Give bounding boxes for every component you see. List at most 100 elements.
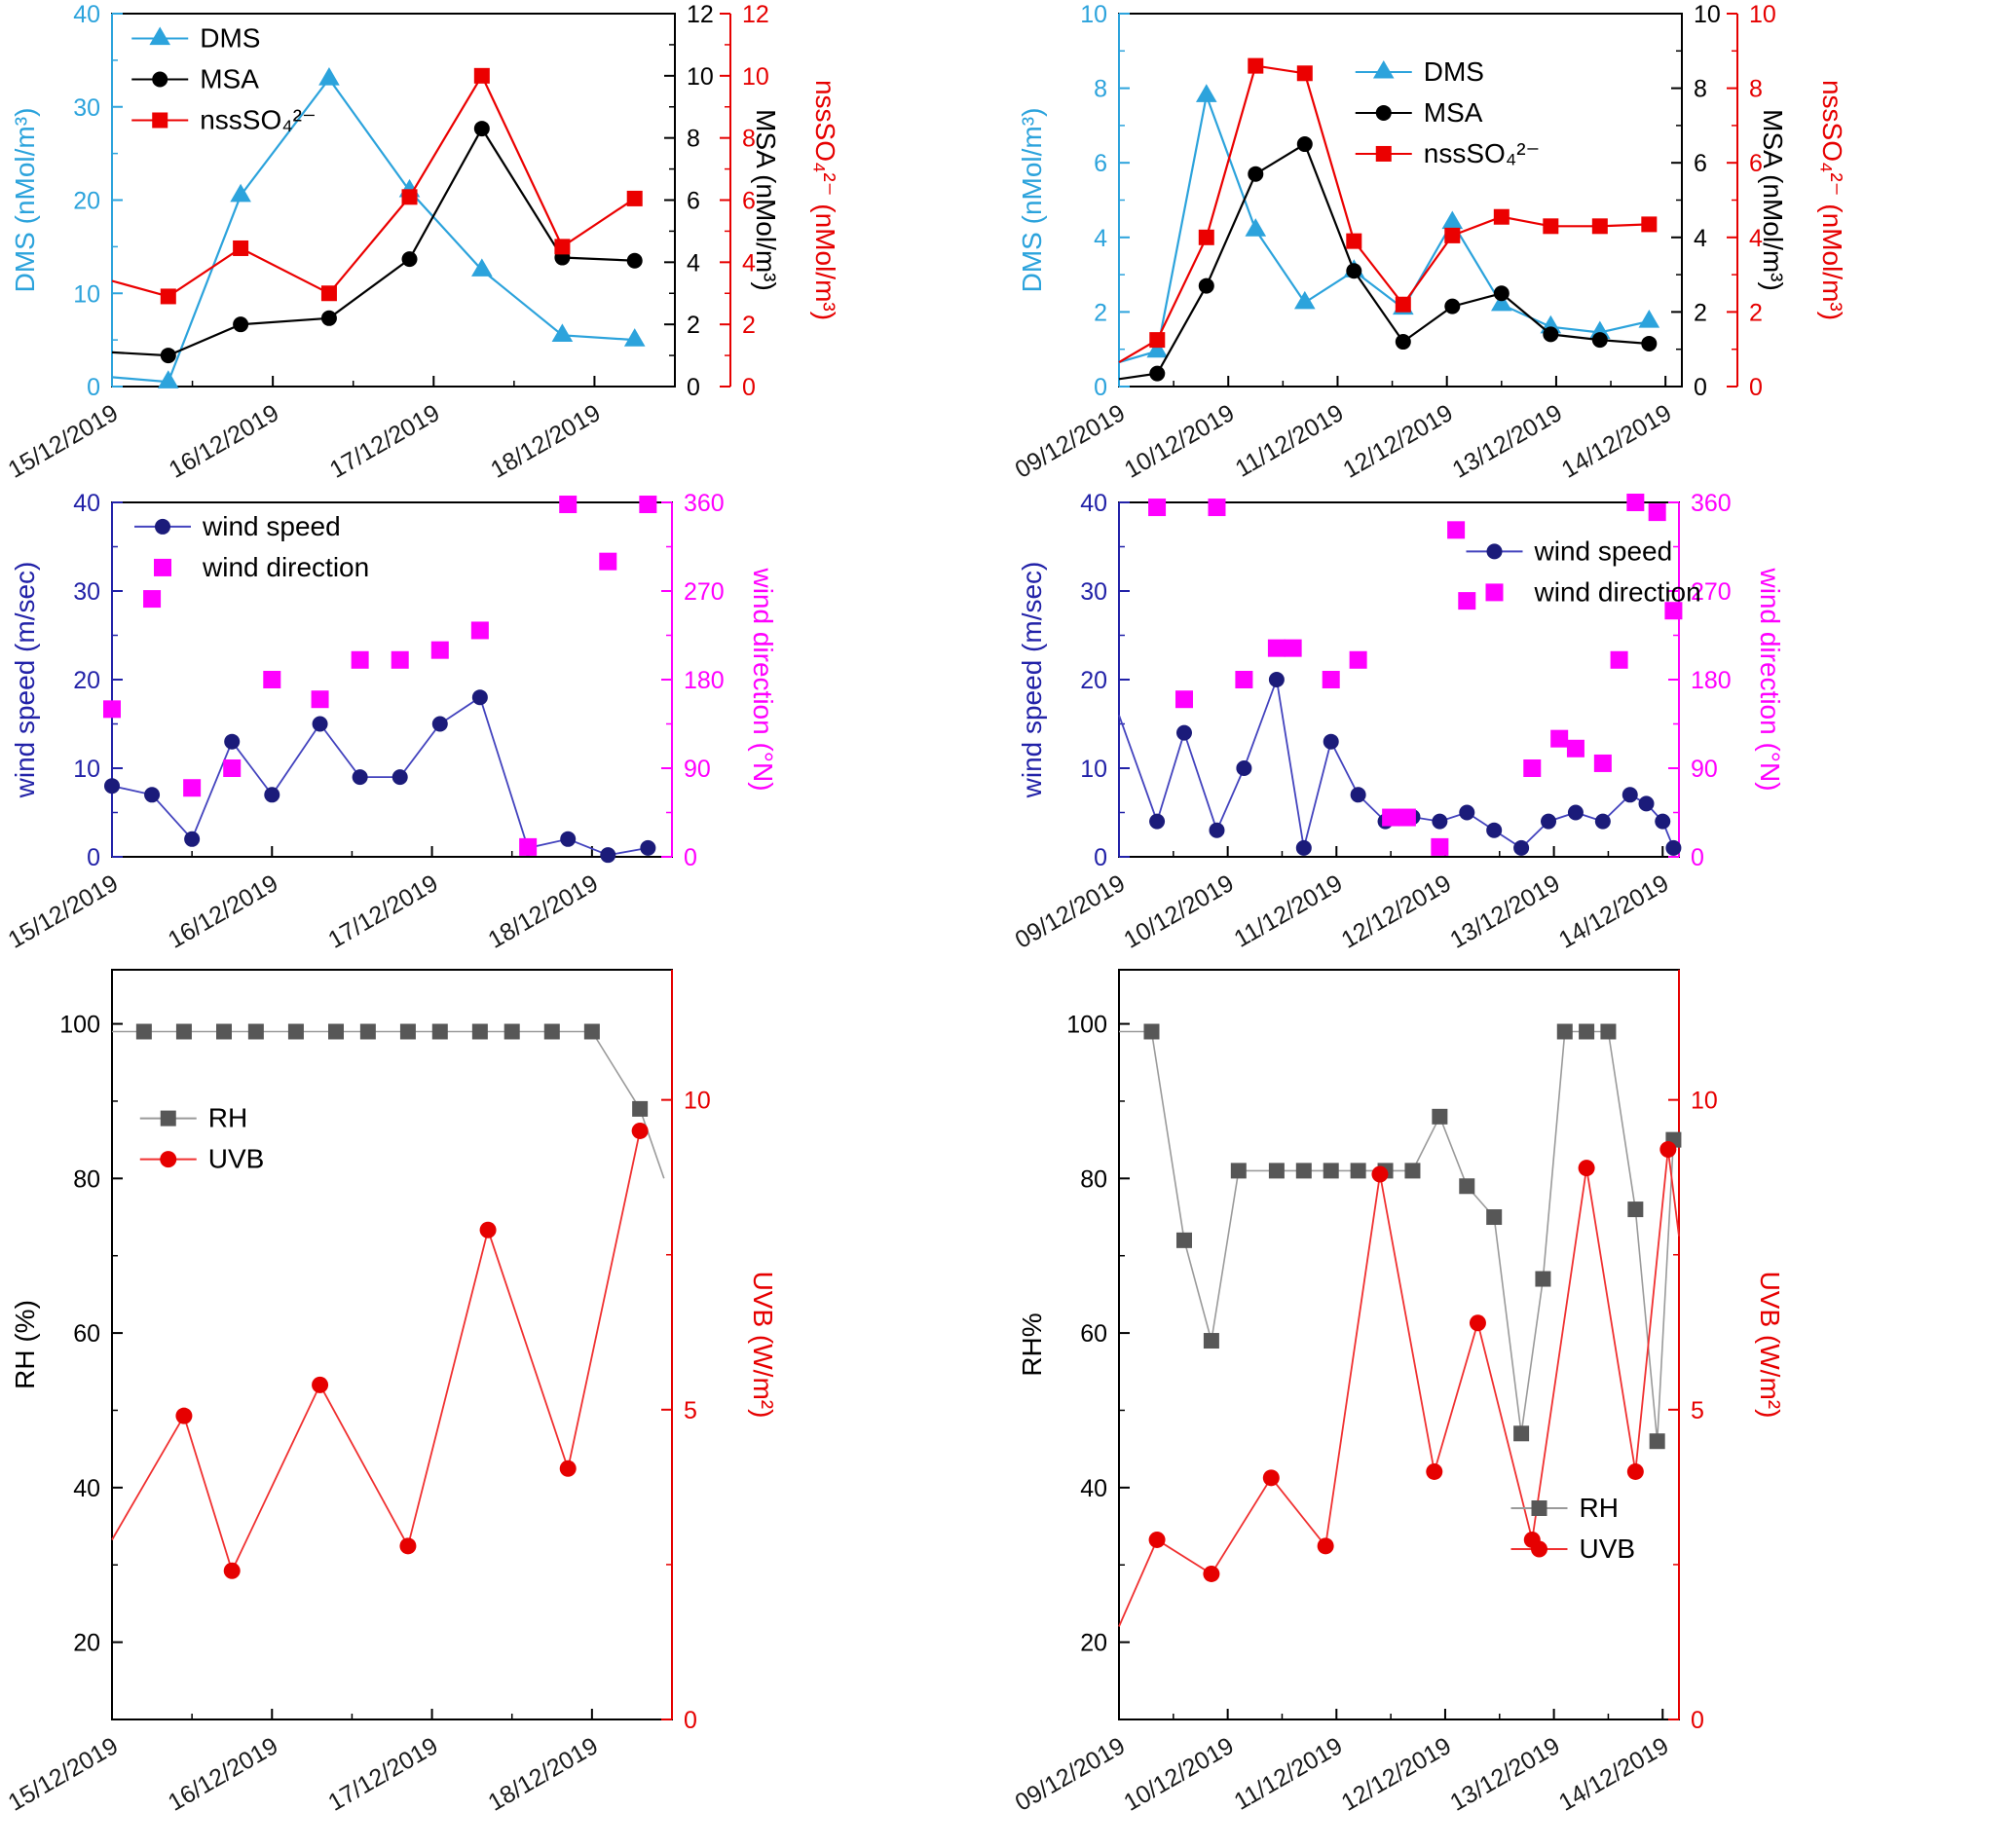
data-point: [184, 831, 201, 847]
y-tick-label: 10: [684, 1088, 711, 1115]
legend-label-wind-direction: wind direction: [202, 552, 369, 582]
data-point: [1149, 365, 1166, 382]
y-tick-label: 0: [742, 374, 756, 401]
y-axis-left: 0 10 20 30 40 wind speed (m/sec): [10, 490, 123, 871]
data-point: [1372, 59, 1395, 79]
y-tick-label: 2: [687, 312, 700, 339]
data-point: [1648, 503, 1666, 522]
x-tick-label: 17/12/2019: [325, 399, 444, 484]
data-point: [1371, 1165, 1389, 1183]
x-axis: 09/12/201910/12/201911/12/201912/12/2019…: [1011, 1709, 1673, 1817]
y-tick-label: 80: [73, 1165, 100, 1193]
y-tick-label: 10: [742, 63, 769, 91]
x-tick-label: 10/12/2019: [1119, 1732, 1238, 1817]
y-tick-label: 270: [684, 578, 725, 606]
data-point: [264, 787, 280, 803]
series-dms: [1118, 84, 1660, 364]
data-point: [1664, 602, 1683, 620]
legend-label-dms: DMS: [1424, 56, 1484, 87]
data-point: [473, 121, 490, 137]
data-point: [1432, 1108, 1448, 1125]
data-point: [1195, 84, 1217, 102]
y-axis-left: 20 40 60 80 100 RH%: [1017, 970, 1130, 1719]
x-tick-label: 15/12/2019: [4, 1732, 123, 1817]
data-point: [230, 183, 251, 203]
data-point: [311, 690, 329, 709]
data-point: [1432, 813, 1448, 830]
y-tick-label: 2: [1694, 299, 1707, 326]
y-axis-left: 20 40 60 80 100 RH (%): [10, 970, 123, 1719]
legend: wind speed wind direction: [134, 511, 369, 582]
y-tick-label: 60: [73, 1320, 100, 1348]
data-point: [471, 1023, 488, 1040]
data-point: [1322, 671, 1340, 688]
data-point: [224, 733, 241, 750]
data-point: [551, 323, 574, 342]
y-axis-right: 0 90 180 270 360 wind direction (°N): [661, 490, 778, 871]
y-axis-right-label: wind direction (°N): [748, 567, 778, 791]
data-point: [1350, 787, 1366, 803]
data-point: [1296, 136, 1313, 153]
legend: DMS MSA nssSO₄²⁻: [131, 22, 317, 134]
data-point: [554, 239, 571, 255]
data-point: [479, 1221, 497, 1238]
y-axis-right: 0 2 4 6 8 10 MSA (nMol/m³): [1671, 1, 1788, 401]
data-point: [160, 1110, 176, 1127]
legend: DMS MSA nssSO₄²⁻: [1355, 56, 1540, 168]
y-tick-label: 0: [687, 374, 700, 401]
data-point: [1459, 1178, 1475, 1195]
y-axis-right2: 0 2 4 6 8 10 nssSO₄²⁻ (nMol/m³): [1727, 1, 1847, 401]
x-tick-label: 18/12/2019: [486, 399, 605, 484]
data-point: [1236, 760, 1252, 776]
data-point: [149, 26, 171, 46]
data-point: [1198, 229, 1214, 245]
series-nssso: [1118, 57, 1658, 364]
data-point: [1295, 1163, 1312, 1179]
data-point: [1146, 339, 1169, 358]
data-point: [155, 518, 170, 535]
series-wind-speed: [104, 689, 656, 864]
y-tick-label: 40: [1080, 490, 1107, 517]
data-point: [1447, 521, 1466, 539]
x-tick-label: 09/12/2019: [1011, 1732, 1130, 1817]
chart-wind-left: 15/12/2019 16/12/2019 17/12/2019 18/12/2019…: [4, 490, 778, 954]
data-point: [519, 837, 538, 856]
chart-rh-uvb-left: 15/12/2019 16/12/2019 17/12/2019 18/12/2019…: [4, 969, 778, 1817]
chart-dms-msa-nsssulfate-left: 15/12/2019 16/12/2019 17/12/2019 18/12/2019…: [4, 1, 840, 484]
plot-frame: [1118, 969, 1680, 1720]
legend-label-msa: MSA: [200, 63, 259, 93]
y-axis-left-label: wind speed (m/sec): [1017, 562, 1047, 799]
data-point: [1143, 1023, 1160, 1040]
data-point: [1431, 837, 1449, 856]
x-tick-label: 11/12/2019: [1230, 1732, 1348, 1816]
y-tick-label: 40: [73, 1475, 100, 1502]
data-point: [1543, 326, 1559, 343]
data-point: [1203, 1565, 1220, 1582]
data-point: [1296, 65, 1313, 82]
data-point: [158, 370, 179, 388]
x-tick-label: 14/12/2019: [1557, 399, 1676, 484]
data-point: [104, 778, 120, 795]
x-tick-label: 12/12/2019: [1337, 1732, 1456, 1817]
y-tick-label: 40: [1080, 1475, 1107, 1502]
y-axis-right2-label: nssSO₄²⁻ (nMol/m³): [810, 80, 840, 320]
y-tick-label: 360: [684, 490, 725, 517]
x-tick-label: 15/12/2019: [4, 869, 123, 954]
y-tick-label: 0: [1691, 1707, 1704, 1734]
legend: RH UVB: [139, 1103, 264, 1174]
data-point: [320, 310, 337, 326]
y-tick-label: 8: [687, 126, 700, 153]
x-tick-label: 10/12/2019: [1119, 869, 1238, 954]
data-point: [1541, 813, 1557, 830]
x-tick-label: 18/12/2019: [483, 1732, 602, 1817]
data-point: [1395, 334, 1411, 351]
series-msa: [1118, 136, 1658, 382]
data-point: [401, 189, 418, 205]
data-point: [1513, 839, 1530, 856]
y-tick-label: 4: [742, 249, 756, 277]
y-tick-label: 2: [1094, 299, 1107, 326]
y-axis-right: 0 2 4 6 8 10 12 MSA (nMol/m³): [664, 1, 781, 401]
x-tick-label: 13/12/2019: [1445, 1732, 1564, 1817]
data-point: [471, 689, 488, 706]
y-axis-left-label: RH%: [1017, 1312, 1047, 1376]
